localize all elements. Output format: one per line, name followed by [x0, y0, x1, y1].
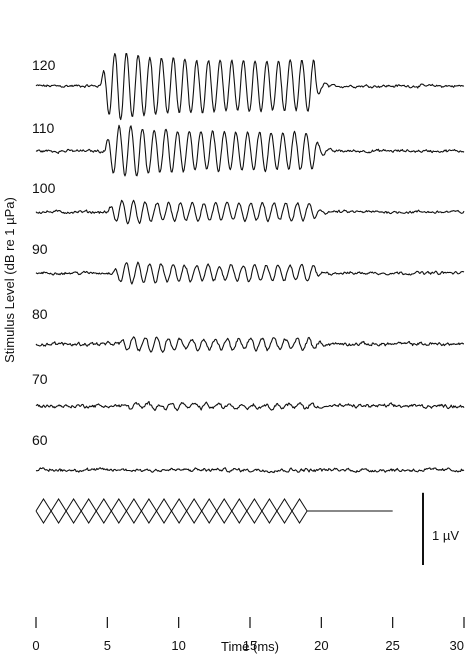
level-label-120: 120	[32, 57, 56, 73]
level-label-70: 70	[32, 371, 48, 387]
scale-bar-label: 1 µV	[432, 528, 459, 543]
level-label-100: 100	[32, 180, 56, 196]
level-label-90: 90	[32, 241, 48, 257]
x-tick-label-25: 25	[385, 638, 399, 653]
x-axis-ticks: 0 5 10 15 20 25 30	[32, 617, 465, 653]
traces-layer	[35, 52, 465, 474]
x-tick-label-20: 20	[314, 638, 328, 653]
level-labels-layer: 120 110 100 90 80 70 60	[32, 57, 56, 448]
level-label-110: 110	[32, 120, 55, 136]
level-label-60: 60	[32, 432, 48, 448]
x-axis-title: Time (ms)	[221, 639, 279, 654]
trace-100	[35, 199, 465, 225]
trace-80	[35, 336, 464, 353]
trace-70	[35, 400, 465, 412]
trace-110	[35, 124, 465, 177]
trace-60	[35, 467, 465, 474]
stimulus-envelope-path	[35, 498, 308, 524]
x-tick-label-0: 0	[32, 638, 39, 653]
x-tick-label-10: 10	[171, 638, 185, 653]
level-label-80: 80	[32, 306, 48, 322]
scale-bar: 1 µV	[422, 492, 459, 565]
trace-120	[35, 52, 465, 121]
x-tick-label-5: 5	[104, 638, 111, 653]
y-axis-title: Stimulus Level (dB re 1 µPa)	[2, 197, 17, 363]
x-tick-label-30: 30	[450, 638, 464, 653]
stimulus-envelope	[35, 498, 393, 524]
trace-90	[35, 261, 465, 285]
x-tick-label-15: 15	[243, 638, 257, 653]
